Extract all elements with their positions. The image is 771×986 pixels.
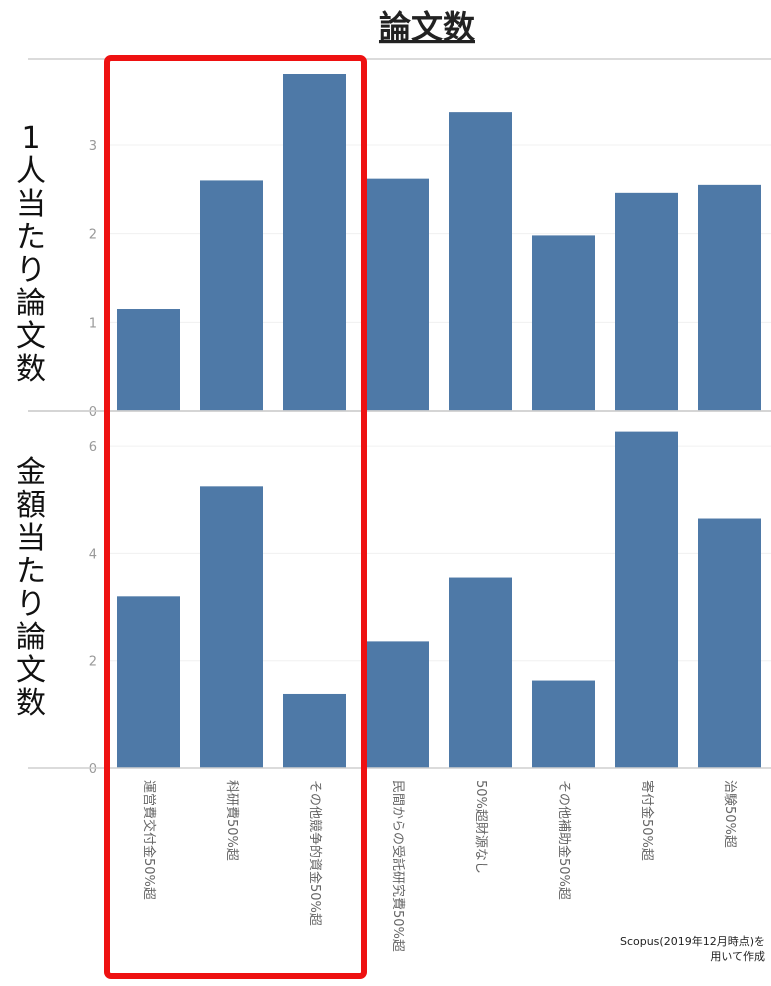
bar-2-4 xyxy=(366,641,429,768)
bar-1-1 xyxy=(117,309,180,411)
category-labels: 運営費交付金50%超 科研費50%超 その他競争的資金50%超 民間からの受託研究費5… xyxy=(141,780,737,952)
bar-2-3 xyxy=(283,693,346,768)
y-axis-label-2: 金額当たり論文数 xyxy=(16,455,46,721)
bar-1-3 xyxy=(283,74,346,411)
y-tick-label: 6 xyxy=(89,440,97,455)
category-label-7: 寄付金50%超 xyxy=(639,780,655,861)
bar-2-7 xyxy=(615,431,678,768)
category-label-3: その他競争的資金50%超 xyxy=(307,780,323,926)
panels: 0 1 2 3 1 人当たり論文数 0 2 4 6 金額当たり論文数 xyxy=(16,58,771,777)
y-tick-label: 2 xyxy=(89,655,97,670)
category-label-6: その他補助金50%超 xyxy=(556,780,572,900)
bar-1-5 xyxy=(449,112,512,411)
bar-2-8 xyxy=(698,518,761,768)
panel-2: 0 2 4 6 金額当たり論文数 xyxy=(16,410,771,777)
bar-1-7 xyxy=(615,192,678,411)
bar-1-8 xyxy=(698,184,761,411)
y-axis-label-1: 1 人当たり論文数 xyxy=(16,121,46,387)
chart-title: 論文数 xyxy=(379,8,476,46)
y-tick-label: 4 xyxy=(89,547,97,562)
highlight-box xyxy=(104,55,367,979)
bar-1-4 xyxy=(366,178,429,411)
category-label-4: 民間からの受託研究費50%超 xyxy=(390,780,406,952)
category-label-1: 運営費交付金50%超 xyxy=(141,780,157,900)
y-tick-label: 0 xyxy=(89,762,97,777)
category-label-8: 治験50%超 xyxy=(722,780,737,848)
y-tick-label: 2 xyxy=(89,228,97,243)
category-label-2: 科研費50%超 xyxy=(224,780,239,861)
source-note-line-2: 用いて作成 xyxy=(710,950,765,963)
bar-2-6 xyxy=(532,680,595,768)
y-tick-label: 0 xyxy=(89,405,97,420)
y-tick-label: 3 xyxy=(89,139,97,154)
category-label-5: 50%超財源なし xyxy=(473,780,488,874)
source-note-line-1: Scopus(2019年12月時点)を xyxy=(619,935,765,948)
bar-2-5 xyxy=(449,577,512,768)
y-tick-label: 1 xyxy=(89,316,97,331)
source-note: Scopus(2019年12月時点)を 用いて作成 xyxy=(620,934,765,964)
bar-1-6 xyxy=(532,235,595,411)
bar-2-1 xyxy=(117,596,180,768)
panel-1: 0 1 2 3 1 人当たり論文数 xyxy=(16,58,771,420)
bar-1-2 xyxy=(200,180,263,411)
bar-2-2 xyxy=(200,486,263,768)
